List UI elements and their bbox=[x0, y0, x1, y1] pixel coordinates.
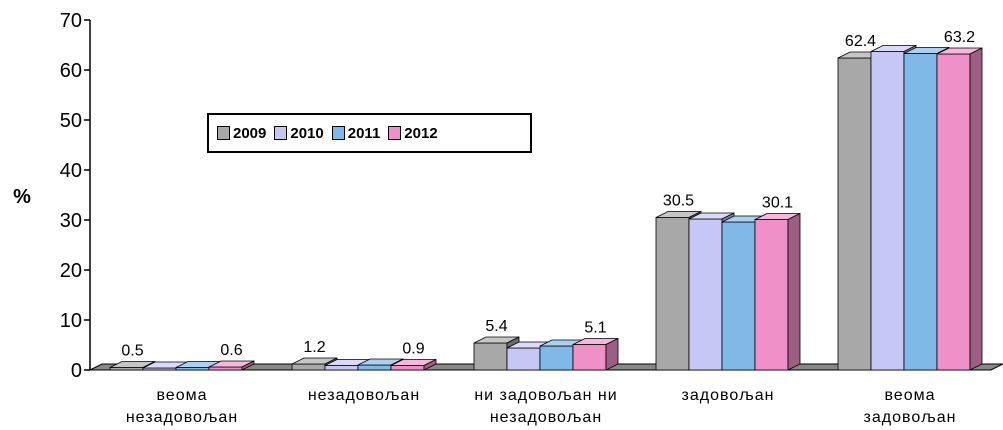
legend-item-2010: 2010 bbox=[274, 124, 324, 142]
data-label: 0.6 bbox=[220, 342, 242, 359]
y-tick-label: 10 bbox=[60, 310, 82, 332]
data-label: 5.1 bbox=[584, 320, 606, 337]
x-category-label: задовољан bbox=[864, 409, 957, 426]
data-label: 30.1 bbox=[762, 195, 793, 212]
y-tick-label: 40 bbox=[60, 160, 82, 182]
legend-item-2012: 2012 bbox=[388, 124, 438, 142]
x-category-label: незадовољан bbox=[126, 409, 238, 426]
bar-2012-3 bbox=[754, 212, 801, 371]
legend-swatch-2012 bbox=[388, 126, 402, 140]
y-tick-label: 60 bbox=[60, 60, 82, 82]
bar-2012-2 bbox=[572, 337, 619, 371]
legend: 2009 2010 2011 2012 bbox=[207, 113, 532, 153]
bar-2012-1 bbox=[390, 358, 437, 371]
x-category-label: незадовољан bbox=[308, 387, 420, 404]
legend-label-2010: 2010 bbox=[290, 124, 324, 142]
x-category-label: веома bbox=[884, 387, 935, 404]
legend-label-2011: 2011 bbox=[347, 124, 381, 142]
y-tick-label: 0 bbox=[71, 360, 82, 382]
x-category-label: незадовољан bbox=[490, 409, 602, 426]
x-category-label: веома bbox=[156, 387, 207, 404]
legend-item-2009: 2009 bbox=[217, 125, 266, 142]
legend-swatch-2010 bbox=[274, 126, 288, 140]
legend-item-2011: 2011 bbox=[331, 124, 381, 142]
legend-label-2009: 2009 bbox=[233, 124, 267, 142]
legend-label-2012: 2012 bbox=[404, 124, 438, 142]
y-axis-label: % bbox=[13, 186, 31, 208]
y-tick-label: 70 bbox=[60, 10, 82, 32]
data-label: 63.2 bbox=[944, 29, 975, 46]
x-category-label: задовољан bbox=[682, 387, 775, 404]
bar-2012-0 bbox=[208, 360, 255, 371]
legend-swatch-2011 bbox=[331, 126, 345, 140]
data-label: 1.2 bbox=[303, 339, 325, 356]
y-tick-label: 50 bbox=[60, 110, 82, 132]
data-label: 5.4 bbox=[485, 318, 507, 335]
bar-2012-4 bbox=[936, 47, 983, 371]
data-label: 30.5 bbox=[663, 193, 694, 210]
data-label: 0.9 bbox=[402, 341, 424, 358]
x-category-label: ни задовољан ни bbox=[474, 387, 617, 404]
y-tick-label: 20 bbox=[60, 260, 82, 282]
legend-swatch-2009 bbox=[217, 126, 230, 140]
data-label: 62.4 bbox=[845, 33, 876, 50]
y-tick-label: 30 bbox=[60, 210, 82, 232]
data-label: 0.5 bbox=[121, 343, 143, 360]
